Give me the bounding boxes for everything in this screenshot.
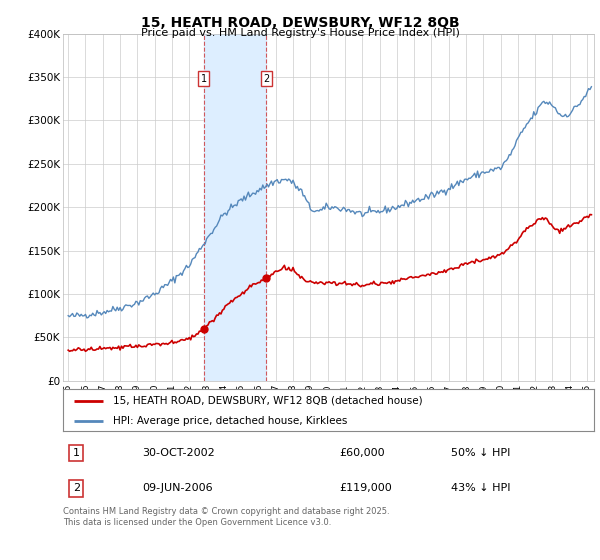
Bar [203, 34, 266, 381]
Text: 50% ↓ HPI: 50% ↓ HPI [451, 448, 510, 458]
Text: Contains HM Land Registry data © Crown copyright and database right 2025.
This d: Contains HM Land Registry data © Crown c… [63, 507, 389, 527]
Text: 30-OCT-2002: 30-OCT-2002 [143, 448, 215, 458]
Text: 1: 1 [73, 448, 80, 458]
Text: £60,000: £60,000 [339, 448, 385, 458]
Text: HPI: Average price, detached house, Kirklees: HPI: Average price, detached house, Kirk… [113, 416, 348, 426]
Text: £119,000: £119,000 [339, 483, 392, 493]
Text: 09-JUN-2006: 09-JUN-2006 [143, 483, 213, 493]
Text: 2: 2 [73, 483, 80, 493]
Text: 43% ↓ HPI: 43% ↓ HPI [451, 483, 510, 493]
Text: Price paid vs. HM Land Registry's House Price Index (HPI): Price paid vs. HM Land Registry's House … [140, 28, 460, 38]
Text: 15, HEATH ROAD, DEWSBURY, WF12 8QB (detached house): 15, HEATH ROAD, DEWSBURY, WF12 8QB (deta… [113, 396, 423, 406]
Text: 2: 2 [263, 74, 269, 84]
Text: 15, HEATH ROAD, DEWSBURY, WF12 8QB: 15, HEATH ROAD, DEWSBURY, WF12 8QB [140, 16, 460, 30]
Text: 1: 1 [200, 74, 206, 84]
